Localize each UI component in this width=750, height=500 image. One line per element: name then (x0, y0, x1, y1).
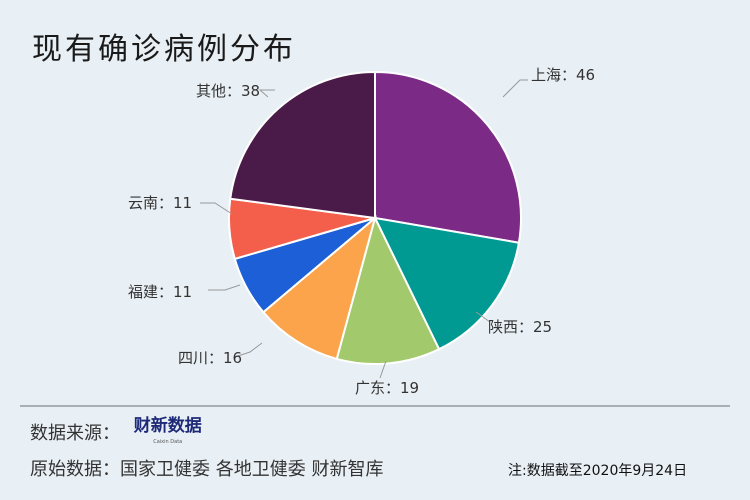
leader-line (379, 360, 387, 379)
pie-slice-0 (374, 70, 522, 244)
slice-label-shaanxi: 陕西：25 (488, 318, 553, 336)
pie-slice-6 (229, 70, 376, 220)
leader-line (234, 342, 263, 358)
leader-lines (200, 79, 528, 379)
source-label: 数据来源： (30, 423, 120, 444)
leader-line (208, 284, 241, 291)
leader-line (200, 202, 233, 215)
caixin-data-logo: 财新数据 Caixin Data (133, 416, 202, 446)
data-source: 数据来源： 财新数据 Caixin Data (30, 418, 202, 450)
pie-slice-1 (373, 216, 521, 351)
slice-label-yunnan: 云南：11 (128, 194, 193, 212)
slice-label-sichuan: 四川：16 (178, 349, 243, 367)
pie-slice-3 (261, 215, 377, 361)
leader-line (475, 311, 491, 323)
slice-label-other: 其他：38 (196, 82, 261, 100)
divider (20, 405, 730, 407)
leader-line (502, 79, 528, 98)
slice-label-shanghai: 上海：46 (531, 66, 596, 84)
pie-slice-2 (335, 215, 441, 365)
leader-line (258, 89, 275, 98)
slice-label-fujian: 福建：11 (128, 283, 193, 301)
chart-title: 现有确诊病例分布 (32, 32, 296, 67)
original-data-source: 原始数据：国家卫健委 各地卫健委 财新智库 (30, 459, 384, 480)
date-note: 注:数据截至2020年9月24日 (508, 463, 688, 479)
slice-label-guangdong: 广东：19 (355, 379, 420, 397)
pie-chart (200, 70, 528, 379)
